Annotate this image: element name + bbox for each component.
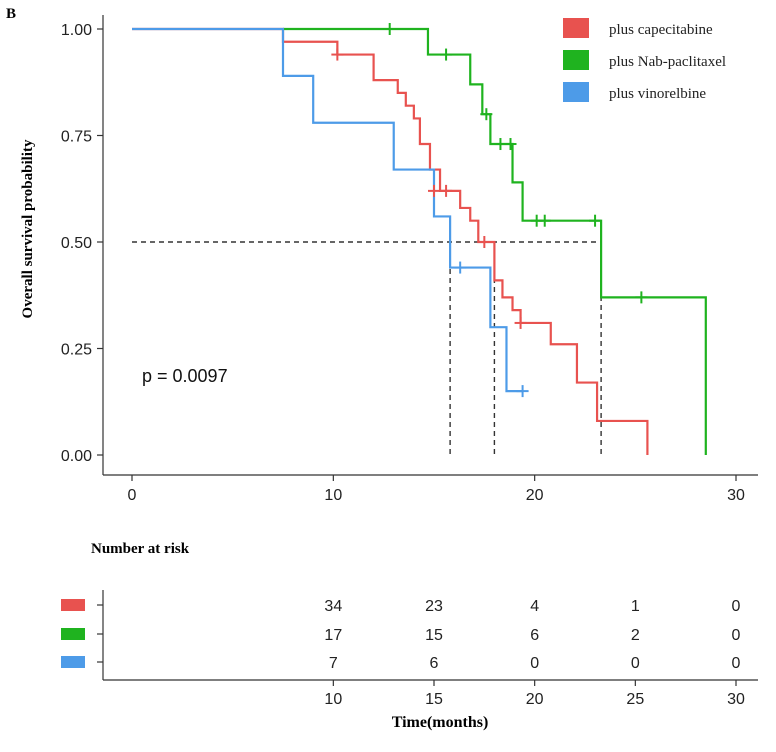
- y-ticks: 0.00 0.25 0.50 0.75 1.00: [61, 22, 103, 465]
- risk-x-tick-label: 20: [526, 691, 544, 708]
- legend-label: plus Nab-paclitaxel: [609, 54, 726, 70]
- risk-x-tick-label: 15: [425, 691, 443, 708]
- censor-mark: [440, 48, 453, 61]
- censor-mark: [383, 23, 396, 35]
- legend-label: plus vinorelbine: [609, 86, 706, 102]
- censor-mark: [480, 108, 493, 121]
- survival-curve-2: [283, 27, 707, 455]
- censor-mark: [516, 385, 529, 398]
- risk-cell: 0: [530, 655, 539, 672]
- risk-cell: 15: [425, 627, 443, 644]
- censor-mark: [428, 184, 440, 197]
- risk-cell: 4: [530, 598, 539, 615]
- censor-mark: [478, 236, 491, 248]
- censor-mark: [494, 138, 507, 151]
- risk-row-swatch: [61, 628, 85, 640]
- risk-cell: 34: [324, 598, 342, 615]
- censor-mark: [514, 316, 527, 329]
- y-tick-label: 0.75: [61, 129, 92, 146]
- x-axis-label: Time(months): [392, 714, 489, 731]
- risk-cell: 17: [324, 627, 342, 644]
- risk-row-swatch: [61, 656, 85, 668]
- survival-curve-3: [132, 27, 523, 393]
- censor-mark: [538, 214, 551, 227]
- x-tick-label: 0: [128, 487, 137, 504]
- y-tick-label: 1.00: [61, 22, 92, 39]
- panel-label: B: [6, 6, 16, 22]
- risk-cell: 23: [425, 598, 443, 615]
- legend-label: plus capecitabine: [609, 22, 713, 38]
- risk-cell: 0: [631, 655, 640, 672]
- censor-mark: [454, 261, 467, 274]
- risk-cell: 0: [732, 655, 741, 672]
- censor-marks: [331, 23, 648, 398]
- legend: plus capecitabine plus Nab-paclitaxel plus…: [563, 18, 726, 102]
- risk-cell: 1: [631, 598, 640, 615]
- risk-cell: 7: [329, 655, 338, 672]
- y-axis-label: Overall survival probability: [20, 139, 36, 318]
- risk-cell: 6: [430, 655, 439, 672]
- censor-mark: [440, 184, 453, 197]
- censor-mark: [331, 48, 344, 61]
- risk-x-tick-label: 10: [324, 691, 342, 708]
- y-tick-label: 0.00: [61, 448, 92, 465]
- risk-cell: 2: [631, 627, 640, 644]
- y-tick-label: 0.50: [61, 235, 92, 252]
- risk-x-tick-label: 25: [626, 691, 644, 708]
- legend-swatch: [563, 50, 589, 70]
- x-tick-label: 20: [526, 487, 544, 504]
- legend-swatch: [563, 18, 589, 38]
- p-value: p = 0.0097: [142, 366, 228, 386]
- risk-cell: 0: [732, 627, 741, 644]
- risk-cell: 6: [530, 627, 539, 644]
- risk-cell: 0: [732, 598, 741, 615]
- censor-mark: [635, 291, 648, 304]
- risk-row-swatch: [61, 599, 85, 611]
- y-tick-label: 0.25: [61, 342, 92, 359]
- censor-mark: [504, 138, 517, 151]
- censor-mark: [589, 214, 602, 227]
- x-tick-label: 30: [727, 487, 745, 504]
- risk-table-title: Number at risk: [91, 541, 190, 557]
- x-tick-label: 10: [324, 487, 342, 504]
- x-ticks: 0 10 20 30: [128, 475, 745, 504]
- survival-curve-1: [132, 27, 649, 455]
- median-lines: [132, 241, 602, 455]
- legend-swatch: [563, 82, 589, 102]
- risk-x-tick-label: 30: [727, 691, 745, 708]
